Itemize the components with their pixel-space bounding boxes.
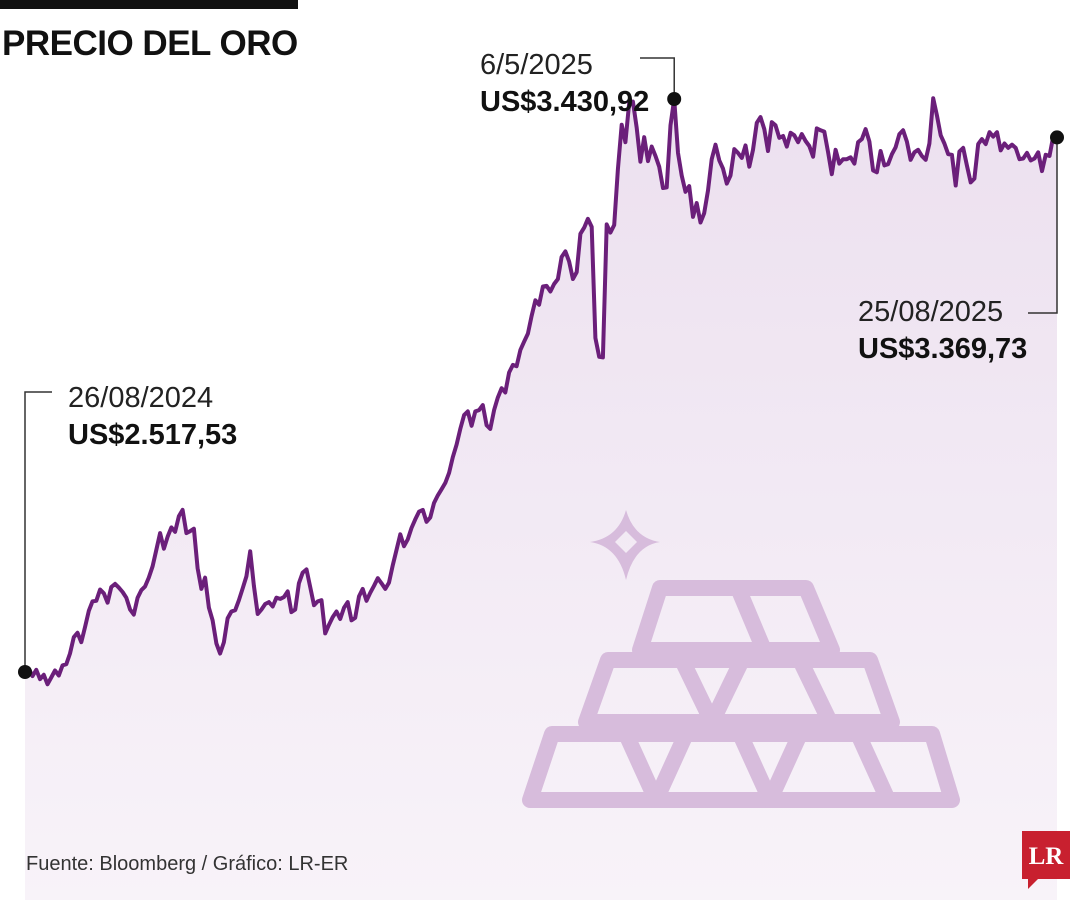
peak-date-label: 6/5/2025	[480, 49, 593, 81]
start-date-label: 26/08/2024	[68, 382, 214, 414]
logo-text: LR	[1029, 843, 1065, 870]
start-leader-line	[24, 391, 52, 672]
end-marker-dot	[1050, 130, 1064, 145]
price-area-fill	[25, 98, 1057, 900]
end-leader-line	[1028, 137, 1058, 314]
source-note: Fuente: Bloomberg / Gráfico: LR-ER	[26, 853, 349, 875]
start-value-label: US$2.517,53	[68, 419, 238, 451]
price-line	[23, 96, 1059, 687]
start-marker-dot	[18, 665, 32, 679]
sparkle-icon	[590, 510, 660, 580]
end-value-label: US$3.369,73	[858, 333, 1028, 365]
peak-value-label: US$3.430,92	[480, 86, 650, 118]
title-rule	[0, 0, 298, 9]
peak-marker-dot	[667, 92, 682, 106]
end-date-label: 25/08/2025	[858, 296, 1004, 328]
peak-leader-line	[640, 57, 675, 99]
chart-title: PRECIO DEL ORO	[2, 24, 298, 63]
gold-bars-illustration	[522, 510, 960, 808]
lr-logo: LR	[1022, 831, 1070, 889]
gold-bars-icon	[522, 580, 960, 808]
